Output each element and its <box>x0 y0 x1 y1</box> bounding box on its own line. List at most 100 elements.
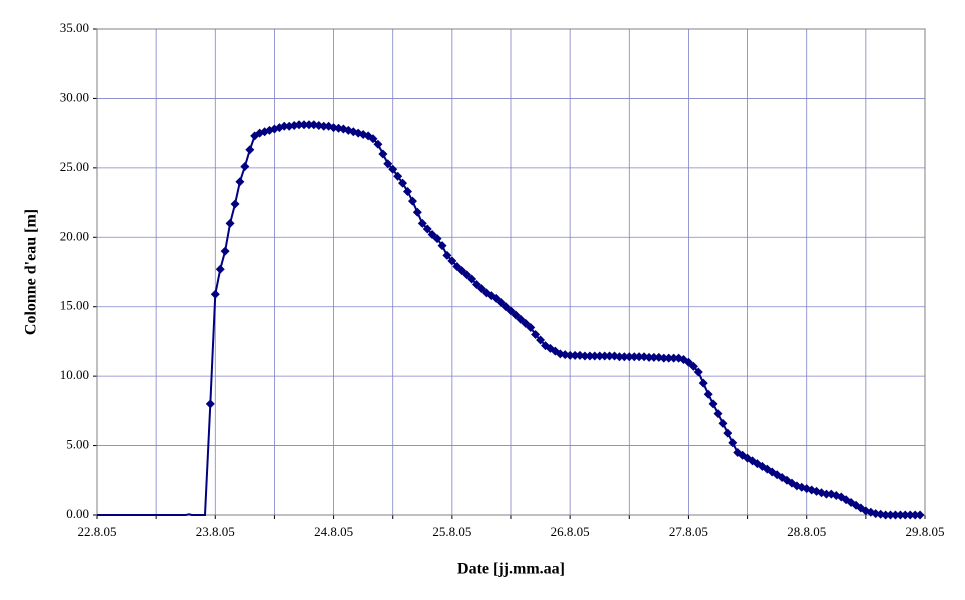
data-point <box>895 510 905 520</box>
data-point <box>595 351 605 361</box>
data-point <box>634 352 644 362</box>
data-point <box>511 310 521 320</box>
data-point <box>910 510 920 520</box>
data-point <box>250 131 260 141</box>
data-point <box>703 389 713 399</box>
data-point <box>590 351 600 361</box>
data-point <box>403 186 412 196</box>
y-tick-label: 20.00 <box>60 228 89 243</box>
y-tick-label: 0.00 <box>66 506 89 521</box>
y-tick-label: 30.00 <box>60 89 89 104</box>
data-point <box>210 289 220 299</box>
data-point <box>304 120 314 130</box>
data-point <box>688 361 698 371</box>
data-point <box>422 224 432 234</box>
data-point <box>570 350 580 360</box>
data-point <box>378 149 388 159</box>
data-point <box>373 139 383 149</box>
data-point <box>885 510 895 520</box>
data-point <box>600 351 610 361</box>
data-point <box>230 199 240 209</box>
y-tick-label: 25.00 <box>60 159 89 174</box>
data-point <box>225 218 235 228</box>
data-point <box>881 510 891 520</box>
data-point <box>432 234 442 244</box>
data-point <box>644 352 654 362</box>
data-point <box>723 428 733 438</box>
data-point <box>279 121 289 131</box>
data-point <box>471 279 481 289</box>
x-tick-label: 22.8.05 <box>78 524 117 539</box>
data-point <box>900 510 910 520</box>
data-point <box>491 293 501 303</box>
x-tick-label: 24.8.05 <box>314 524 353 539</box>
data-point <box>205 399 215 409</box>
data-point <box>407 196 417 206</box>
data-point <box>614 352 624 362</box>
data-point <box>235 177 245 187</box>
x-tick-label: 25.8.05 <box>432 524 471 539</box>
data-point <box>915 510 925 520</box>
data-point <box>821 489 831 499</box>
data-point <box>698 378 708 388</box>
data-point <box>531 329 541 339</box>
data-point <box>442 250 452 260</box>
data-point <box>462 270 472 280</box>
data-point <box>319 121 329 131</box>
data-point <box>708 399 718 409</box>
data-point <box>427 230 437 240</box>
y-tick-label: 10.00 <box>60 367 89 382</box>
data-point <box>452 261 462 271</box>
data-point <box>383 159 393 169</box>
data-point <box>417 218 427 228</box>
data-point <box>664 353 674 363</box>
data-point <box>890 510 900 520</box>
data-point <box>693 367 703 377</box>
data-point <box>388 164 398 174</box>
y-axis-title: Colonne d'eau [m] <box>23 209 40 335</box>
data-point <box>215 264 225 274</box>
x-tick-label: 23.8.05 <box>196 524 235 539</box>
x-tick-label: 26.8.05 <box>551 524 590 539</box>
x-tick-label: 29.8.05 <box>906 524 945 539</box>
data-point <box>649 352 659 362</box>
data-point <box>506 306 516 316</box>
data-point <box>437 241 447 251</box>
data-point <box>368 134 378 144</box>
data-point <box>713 409 723 419</box>
data-point <box>580 351 590 361</box>
y-tick-label: 15.00 <box>60 298 89 313</box>
data-point <box>536 335 546 345</box>
data-point <box>526 323 536 333</box>
data-point <box>447 256 457 266</box>
data-point <box>683 357 693 367</box>
data-point <box>521 318 531 328</box>
data-point <box>728 438 738 448</box>
data-point <box>585 351 595 361</box>
y-tick-label: 5.00 <box>66 437 89 452</box>
data-point <box>393 171 403 181</box>
data-point <box>516 314 526 324</box>
x-tick-label: 28.8.05 <box>787 524 826 539</box>
data-point <box>240 161 250 171</box>
data-point <box>398 178 408 188</box>
data-point <box>457 266 467 276</box>
plot-frame <box>96 28 926 516</box>
data-point <box>619 352 629 362</box>
data-point <box>669 353 679 363</box>
data-point <box>718 418 728 428</box>
x-tick-label: 27.8.05 <box>669 524 708 539</box>
data-point <box>565 350 575 360</box>
data-point <box>245 145 255 155</box>
data-point <box>220 246 230 256</box>
data-point <box>294 120 304 130</box>
x-axis-title: Date [jj.mm.aa] <box>457 561 565 578</box>
data-point <box>629 352 639 362</box>
data-point <box>467 274 477 284</box>
data-line <box>97 403 212 516</box>
data-point <box>476 284 486 294</box>
y-tick-label: 35.00 <box>60 20 89 35</box>
